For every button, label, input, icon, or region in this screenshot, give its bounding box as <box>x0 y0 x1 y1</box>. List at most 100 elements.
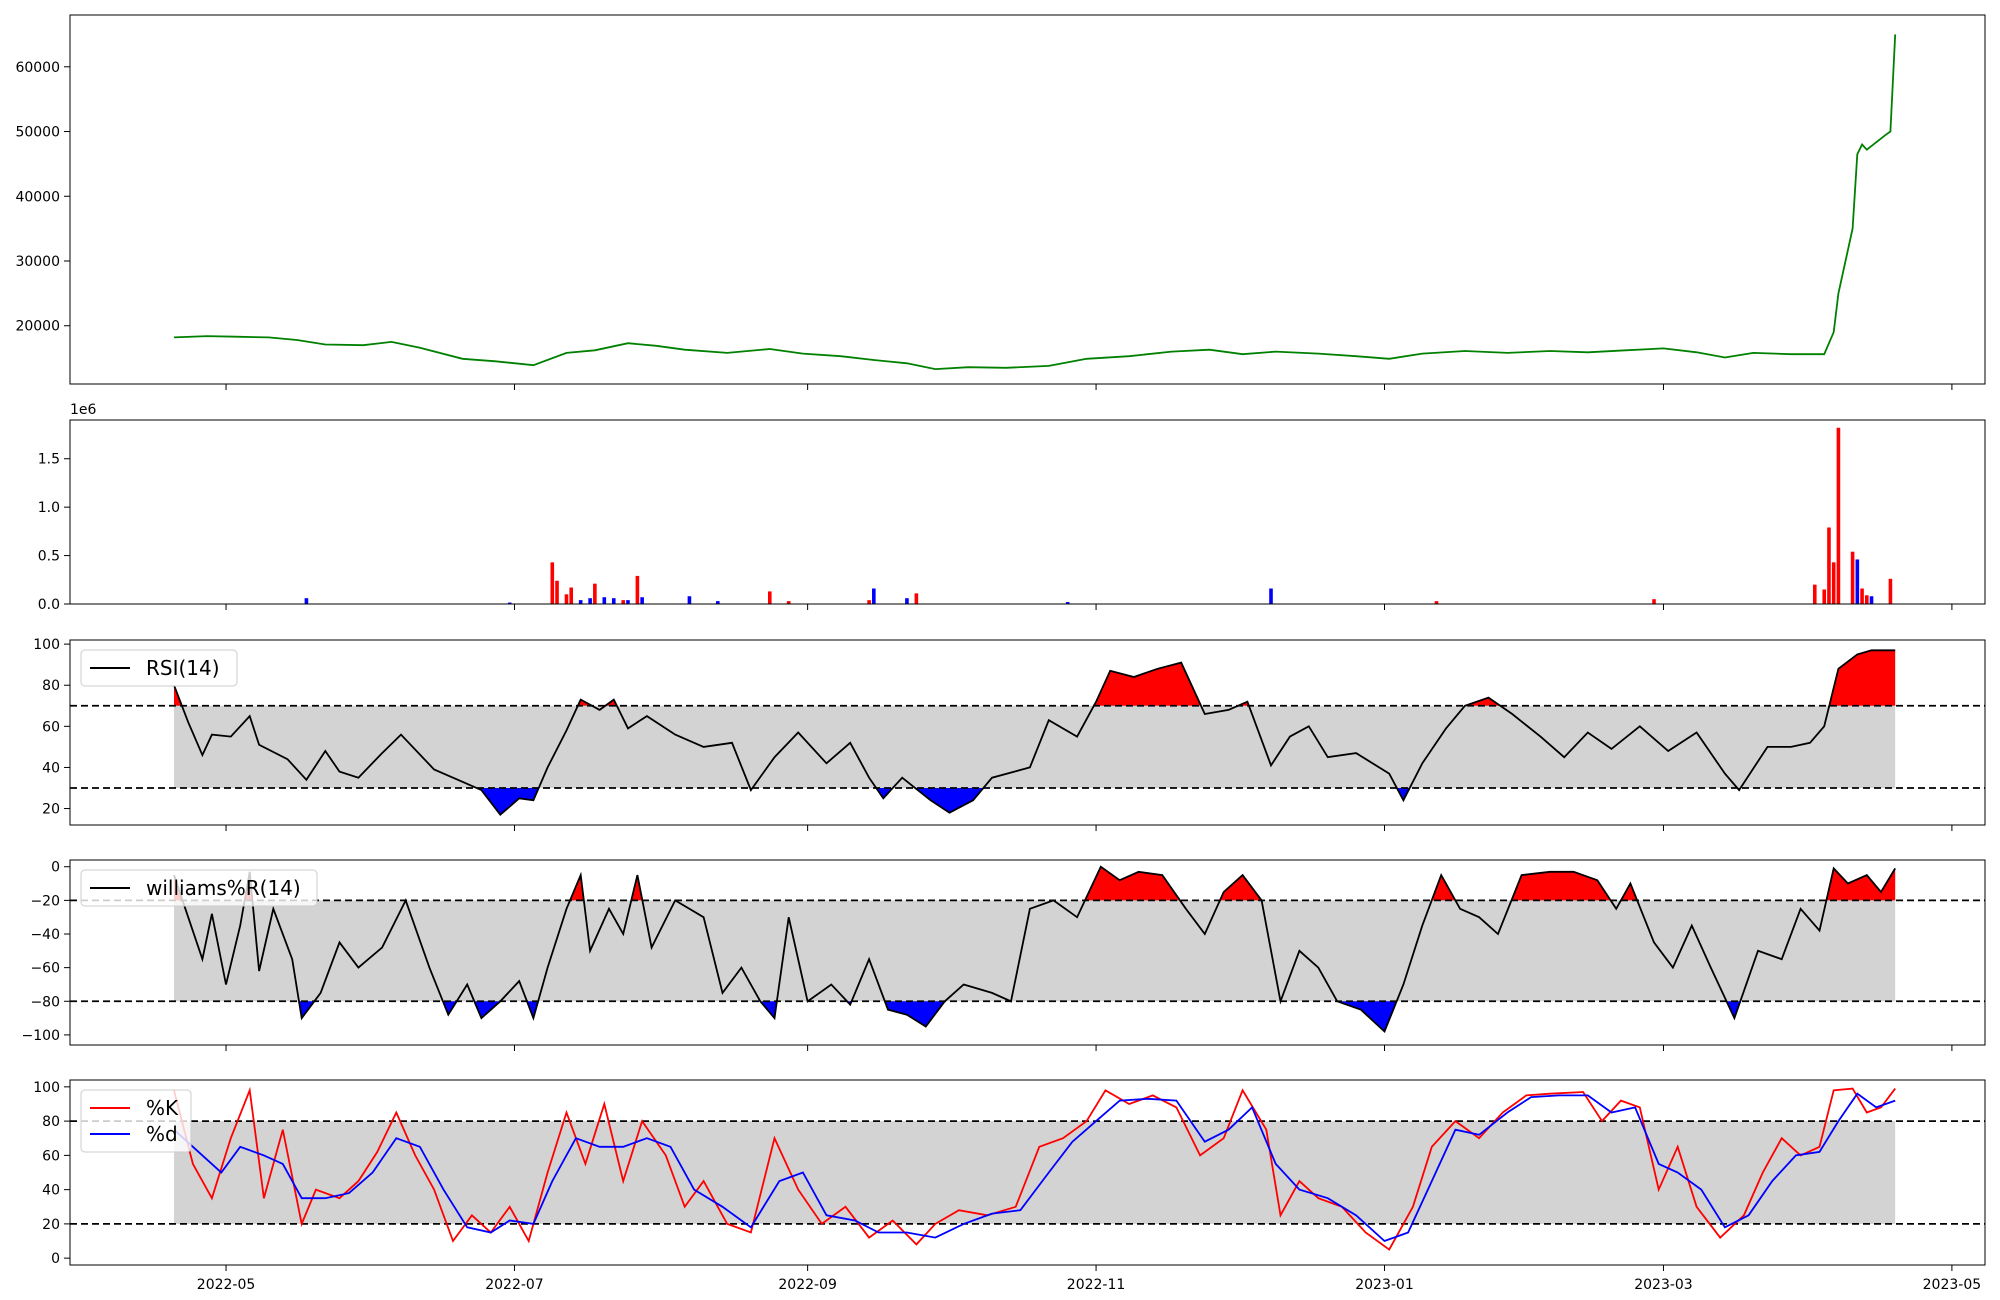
rsi-overbought-fill <box>1093 662 1201 706</box>
williams-frame <box>69 859 1986 1046</box>
volume-bar <box>555 580 559 604</box>
rsi-legend <box>80 649 238 687</box>
williams-oversold-fill <box>442 1001 457 1015</box>
volume-bar <box>1269 588 1273 604</box>
volume-bar <box>1434 601 1439 604</box>
volume-bar <box>611 598 616 604</box>
stochastic-ytick-label: 80 <box>42 1114 60 1130</box>
price-frame <box>69 14 1986 385</box>
williams-overbought-fill <box>631 875 643 901</box>
williams-neutral-band <box>174 900 1896 1002</box>
price-ytick-label: 60000 <box>15 60 60 76</box>
volume-bar <box>786 601 791 604</box>
volume-bar <box>1836 427 1841 604</box>
williams-line <box>173 865 1896 1034</box>
williams-ytick-label: −80 <box>30 994 60 1010</box>
stochastic-legend-label: %d <box>146 1122 178 1146</box>
volume-bar <box>593 583 597 604</box>
williams-oversold-fill <box>1726 1001 1741 1019</box>
x-tick-label: 2023-03 <box>1634 1277 1693 1293</box>
x-tick-label: 2022-05 <box>197 1277 256 1293</box>
rsi-ytick-label: 60 <box>42 719 60 735</box>
rsi-ytick-label: 100 <box>33 637 60 653</box>
williams-oversold-fill <box>526 1001 539 1019</box>
volume-ytick-label: 0.5 <box>38 549 60 565</box>
rsi-ytick-label: 40 <box>42 760 60 776</box>
volume-ytick-label: 0.0 <box>38 597 60 613</box>
x-tick-label: 2023-05 <box>1923 1277 1982 1293</box>
rsi-frame <box>69 639 1986 826</box>
stochastic-ytick-label: 20 <box>42 1217 60 1233</box>
x-tick-label: 2022-11 <box>1067 1277 1126 1293</box>
volume-bar <box>507 602 512 604</box>
stochastic-line <box>173 1092 1896 1243</box>
volume-bar <box>1652 599 1656 604</box>
volume-bar <box>626 600 630 604</box>
volume-scale-label: 1e6 <box>70 402 97 418</box>
rsi-oversold-fill <box>876 788 893 799</box>
rsi-ytick-label: 20 <box>42 802 60 818</box>
williams-legend-label: williams%R(14) <box>146 876 301 900</box>
price-ytick-label: 20000 <box>15 319 60 335</box>
rsi-overbought-fill <box>1829 650 1896 706</box>
volume-bar <box>768 591 772 604</box>
volume-bar <box>578 600 583 604</box>
rsi-overbought-fill <box>1464 697 1501 706</box>
volume-bar <box>588 598 592 604</box>
rsi-neutral-band <box>174 705 1896 788</box>
volume-bar <box>621 600 626 604</box>
volume-bar <box>1850 551 1855 604</box>
volume-bar <box>715 601 720 604</box>
price-ytick-label: 40000 <box>15 189 60 205</box>
williams-overbought-fill <box>1431 875 1456 901</box>
price-ytick-label: 50000 <box>15 125 60 141</box>
rsi-oversold-fill <box>915 788 984 813</box>
volume-bar <box>1065 602 1070 604</box>
stochastic-legend <box>80 1089 192 1153</box>
price-ytick-label: 30000 <box>15 254 60 270</box>
volume-bar <box>867 600 871 604</box>
rsi-ytick-label: 80 <box>42 678 60 694</box>
rsi-oversold-fill <box>1396 788 1410 801</box>
stochastic-neutral-band <box>174 1121 1896 1224</box>
volume-bar <box>1855 559 1860 604</box>
williams-oversold-fill <box>474 1001 501 1019</box>
volume-bar <box>914 593 919 604</box>
volume-bar <box>1812 584 1817 604</box>
volume-bar <box>550 562 555 604</box>
williams-ytick-label: −100 <box>22 1028 60 1044</box>
volume-bar <box>1869 596 1874 604</box>
volume-bar <box>564 594 569 604</box>
volume-bar <box>640 597 644 604</box>
volume-bar <box>1822 589 1827 604</box>
stochastic-ytick-label: 0 <box>51 1251 60 1267</box>
volume-bar <box>1831 562 1836 604</box>
volume-ytick-label: 1.0 <box>38 500 60 516</box>
volume-bar <box>687 596 692 604</box>
volume-bar <box>872 588 876 604</box>
volume-bar <box>1888 578 1893 604</box>
volume-bar <box>1860 588 1864 604</box>
williams-overbought-fill <box>1620 883 1638 901</box>
volume-bar <box>602 597 607 604</box>
stochastic-frame <box>69 1079 1986 1266</box>
x-tick-label: 2022-07 <box>485 1277 544 1293</box>
stochastic-legend-label: %K <box>146 1096 179 1120</box>
volume-frame <box>69 419 1986 605</box>
rsi-oversold-fill <box>476 788 539 815</box>
price-line <box>173 34 1897 371</box>
volume-bar <box>635 575 640 604</box>
williams-ytick-label: −20 <box>30 893 60 909</box>
volume-bar <box>569 587 574 604</box>
stochastic-ytick-label: 100 <box>33 1080 60 1096</box>
williams-overbought-fill <box>1511 871 1611 901</box>
williams-ytick-label: −40 <box>30 927 60 943</box>
volume-bar <box>905 598 909 604</box>
stochastic-ytick-label: 40 <box>42 1183 60 1199</box>
volume-bar <box>304 598 309 604</box>
volume-bar <box>1864 595 1869 604</box>
volume-bar <box>1827 527 1831 604</box>
stochastic-ytick-label: 60 <box>42 1148 60 1164</box>
williams-ytick-label: −60 <box>30 961 60 977</box>
